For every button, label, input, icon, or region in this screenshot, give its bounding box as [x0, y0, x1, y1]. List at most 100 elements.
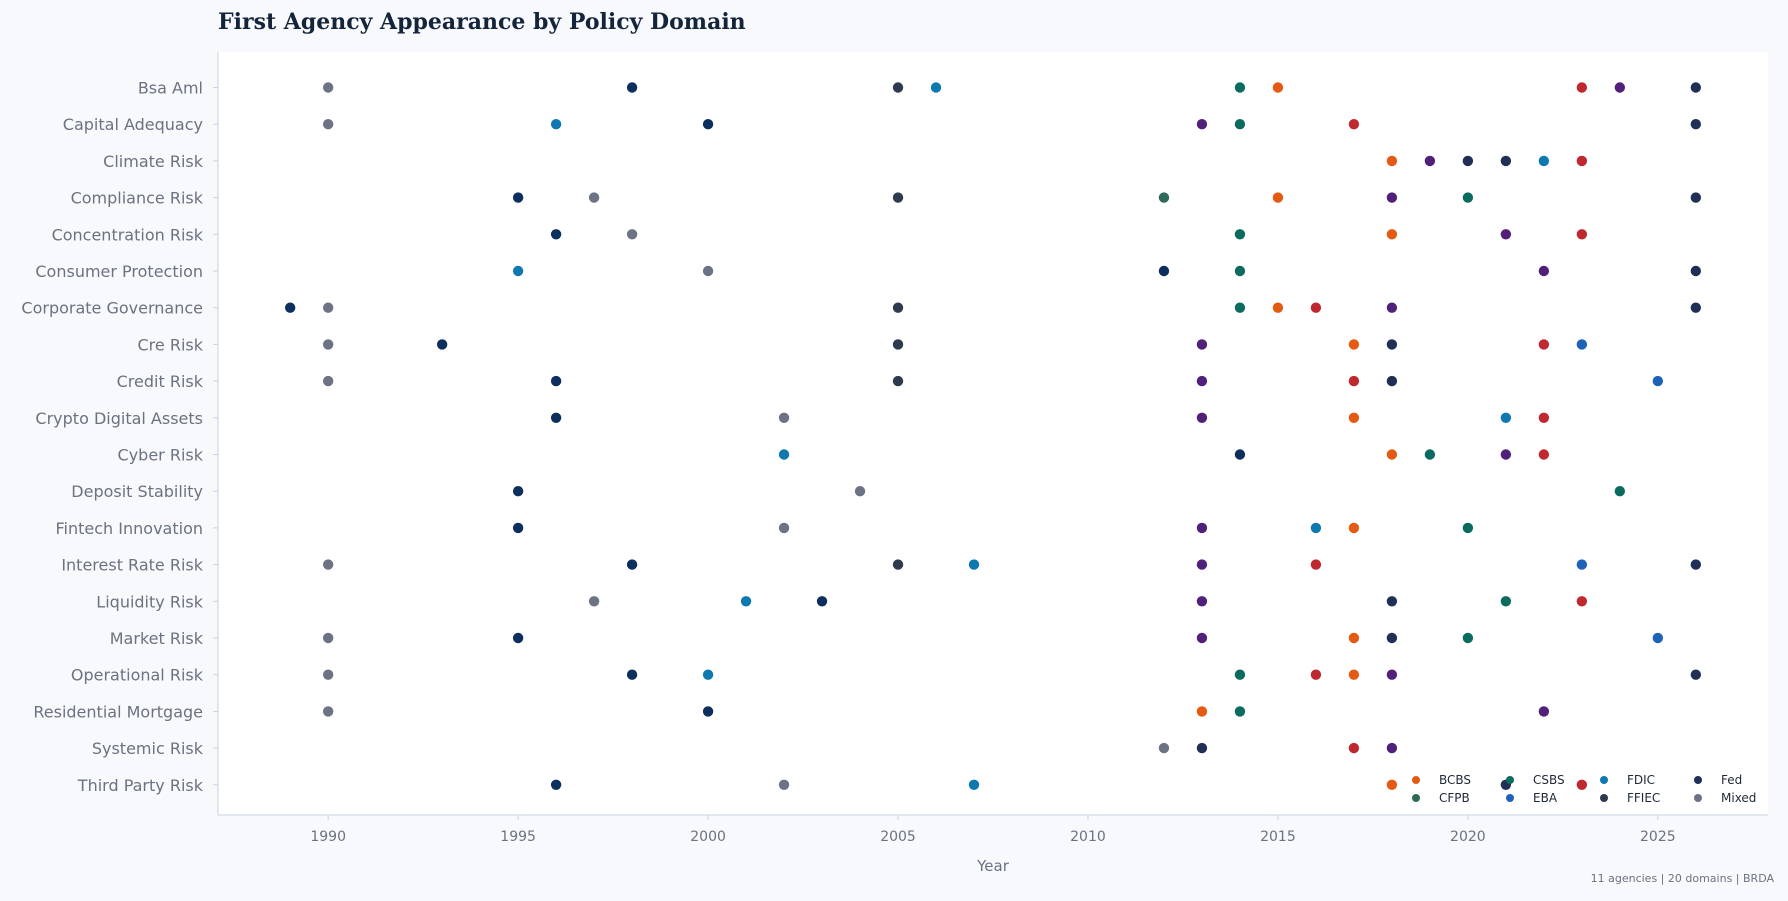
data-point: [1234, 82, 1246, 93]
data-point: [1386, 192, 1398, 203]
data-point: [1386, 632, 1398, 644]
data-point: [284, 302, 296, 313]
data-point: [1348, 632, 1360, 644]
data-point: [550, 779, 562, 790]
data-point: [1614, 486, 1626, 497]
data-point: [1234, 119, 1246, 130]
x-tick-label: 2020: [1450, 829, 1486, 845]
data-point: [1348, 339, 1360, 350]
y-tick-label: Crypto Digital Assets: [35, 409, 203, 428]
data-point: [1234, 265, 1246, 277]
data-point: [1196, 596, 1208, 607]
data-point: [1690, 192, 1702, 203]
data-points: [284, 82, 1702, 790]
data-point: [968, 779, 980, 790]
data-point: [1690, 119, 1702, 130]
data-point: [1386, 742, 1398, 754]
data-point: [1196, 375, 1208, 387]
data-point: [816, 596, 828, 607]
data-point: [778, 779, 790, 790]
y-tick-label: Bsa Aml: [138, 79, 203, 98]
data-point: [1500, 229, 1512, 240]
data-point: [1386, 375, 1398, 387]
data-point: [892, 559, 904, 570]
data-point: [322, 119, 334, 130]
x-axis: 1990 1995 2000 2005 2010 2015 2020 2025: [310, 815, 1676, 845]
x-tick-label: 1990: [310, 829, 346, 845]
legend-marker: [1506, 794, 1514, 802]
data-point: [1462, 155, 1474, 167]
data-point: [1652, 632, 1664, 644]
data-point: [930, 82, 942, 93]
data-point: [512, 632, 524, 644]
y-tick-label: Cyber Risk: [118, 446, 204, 465]
data-point: [1690, 559, 1702, 570]
data-point: [1158, 192, 1170, 203]
data-point: [1348, 375, 1360, 387]
legend-label: FDIC: [1627, 773, 1655, 787]
data-point: [968, 559, 980, 570]
legend: BCBS CSBS FDIC Fed CFPB EBA FFIEC Mixed: [1412, 773, 1756, 805]
legend-label: Mixed: [1721, 791, 1756, 805]
data-point: [626, 82, 638, 93]
data-point: [1690, 669, 1702, 680]
legend-label: EBA: [1533, 791, 1558, 805]
data-point: [588, 596, 600, 607]
data-point: [1196, 706, 1208, 717]
data-point: [892, 302, 904, 313]
data-point: [1386, 669, 1398, 680]
data-point: [1462, 192, 1474, 203]
data-point: [1158, 742, 1170, 754]
data-point: [512, 486, 524, 497]
data-point: [1614, 82, 1626, 93]
data-point: [550, 412, 562, 423]
data-point: [1576, 155, 1588, 167]
y-tick-label: Liquidity Risk: [96, 592, 203, 611]
chart-title: First Agency Appearance by Policy Domain: [218, 9, 746, 35]
data-point: [1424, 155, 1436, 167]
data-point: [854, 486, 866, 497]
data-point: [1196, 412, 1208, 423]
data-point: [1538, 706, 1550, 717]
data-point: [322, 559, 334, 570]
legend-marker: [1600, 776, 1608, 784]
data-point: [1196, 119, 1208, 130]
legend-marker: [1412, 776, 1420, 784]
data-point: [1234, 229, 1246, 240]
data-point: [1234, 669, 1246, 680]
data-point: [322, 339, 334, 350]
data-point: [1196, 559, 1208, 570]
data-point: [1272, 302, 1284, 313]
data-point: [1310, 669, 1322, 680]
y-tick-label: Interest Rate Risk: [61, 556, 203, 575]
x-tick-label: 2025: [1640, 829, 1676, 845]
data-point: [1196, 742, 1208, 754]
data-point: [1690, 302, 1702, 313]
y-tick-label: Consumer Protection: [35, 262, 203, 281]
legend-label: BCBS: [1439, 773, 1471, 787]
data-point: [436, 339, 448, 350]
data-point: [1386, 155, 1398, 167]
data-point: [1386, 302, 1398, 313]
data-point: [1424, 449, 1436, 460]
data-point: [322, 632, 334, 644]
data-point: [1310, 522, 1322, 534]
data-point: [1500, 596, 1512, 607]
x-axis-label: Year: [976, 857, 1010, 875]
data-point: [1462, 522, 1474, 534]
data-point: [1196, 522, 1208, 534]
legend-label: Fed: [1721, 773, 1742, 787]
data-point: [892, 339, 904, 350]
data-point: [892, 82, 904, 93]
data-point: [322, 375, 334, 387]
data-point: [512, 522, 524, 534]
data-point: [550, 119, 562, 130]
y-tick-label: Compliance Risk: [71, 189, 204, 208]
data-point: [1272, 192, 1284, 203]
data-point: [1386, 596, 1398, 607]
y-tick-label: Corporate Governance: [21, 299, 203, 318]
data-point: [702, 265, 714, 277]
y-tick-label: Capital Adequacy: [63, 115, 203, 134]
y-tick-label: Deposit Stability: [71, 482, 203, 501]
